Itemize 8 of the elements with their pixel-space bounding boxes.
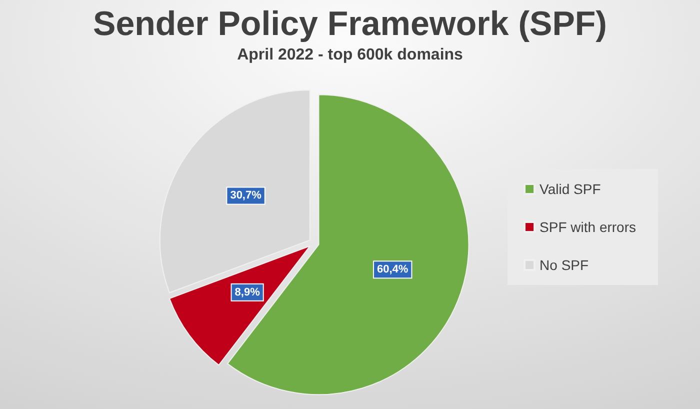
data-label: 8,9% — [234, 286, 260, 298]
chart-subtitle: April 2022 - top 600k domains — [237, 46, 464, 64]
legend-label: SPF with errors — [540, 219, 636, 235]
legend-label: Valid SPF — [540, 181, 601, 197]
legend-label: No SPF — [540, 257, 589, 273]
data-label: 60,4% — [377, 264, 408, 276]
data-label: 30,7% — [230, 190, 262, 202]
chart-title: Sender Policy Framework (SPF) — [93, 5, 607, 43]
